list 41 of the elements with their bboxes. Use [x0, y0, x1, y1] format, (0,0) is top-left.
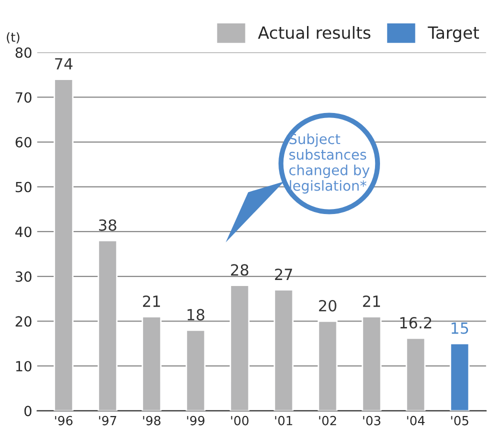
y-tick-label: 0 [24, 406, 32, 416]
data-label: 28 [231, 264, 248, 276]
x-tick-label: '96 [55, 416, 72, 426]
data-label: 21 [143, 295, 160, 307]
y-tick-label: 30 [16, 271, 32, 282]
data-label: 38 [99, 219, 116, 231]
x-tick-label: '05 [451, 416, 468, 426]
x-tick-label: '99 [187, 416, 204, 426]
data-label: 74 [55, 58, 72, 70]
y-tick-label: 60 [16, 136, 32, 148]
annotation: Subject substances changed by legislation* [289, 133, 370, 194]
x-tick-label: '04 [407, 416, 425, 426]
bar [186, 329, 206, 411]
bar [230, 284, 250, 411]
x-tick-label: '98 [143, 416, 160, 426]
data-label: 15 [452, 322, 468, 334]
bar [98, 240, 118, 411]
y-tick-label: 70 [16, 92, 32, 103]
legend-label: Actual results [258, 26, 370, 39]
x-tick-label: '97 [99, 416, 116, 426]
data-label: 20 [319, 300, 336, 312]
y-axis-title: (t) [6, 32, 20, 44]
x-tick-label: '00 [231, 416, 248, 426]
y-tick-label: 80 [16, 47, 32, 58]
bar [318, 320, 338, 411]
y-tick-label: 40 [15, 226, 32, 238]
x-tick-label: '01 [275, 416, 292, 426]
y-tick-label: 10 [16, 360, 32, 372]
bar [450, 342, 470, 411]
x-tick-label: '03 [363, 416, 380, 426]
x-tick-label: '02 [319, 416, 336, 426]
bar [406, 338, 426, 411]
y-tick-label: 50 [16, 182, 32, 192]
bar [54, 78, 74, 411]
data-label: 18 [188, 308, 204, 320]
bar [274, 289, 294, 411]
bar [362, 316, 382, 411]
y-tick-label: 20 [16, 316, 32, 327]
data-label: 21 [363, 295, 380, 307]
legend-label: Target [428, 26, 480, 42]
bar [142, 316, 162, 411]
